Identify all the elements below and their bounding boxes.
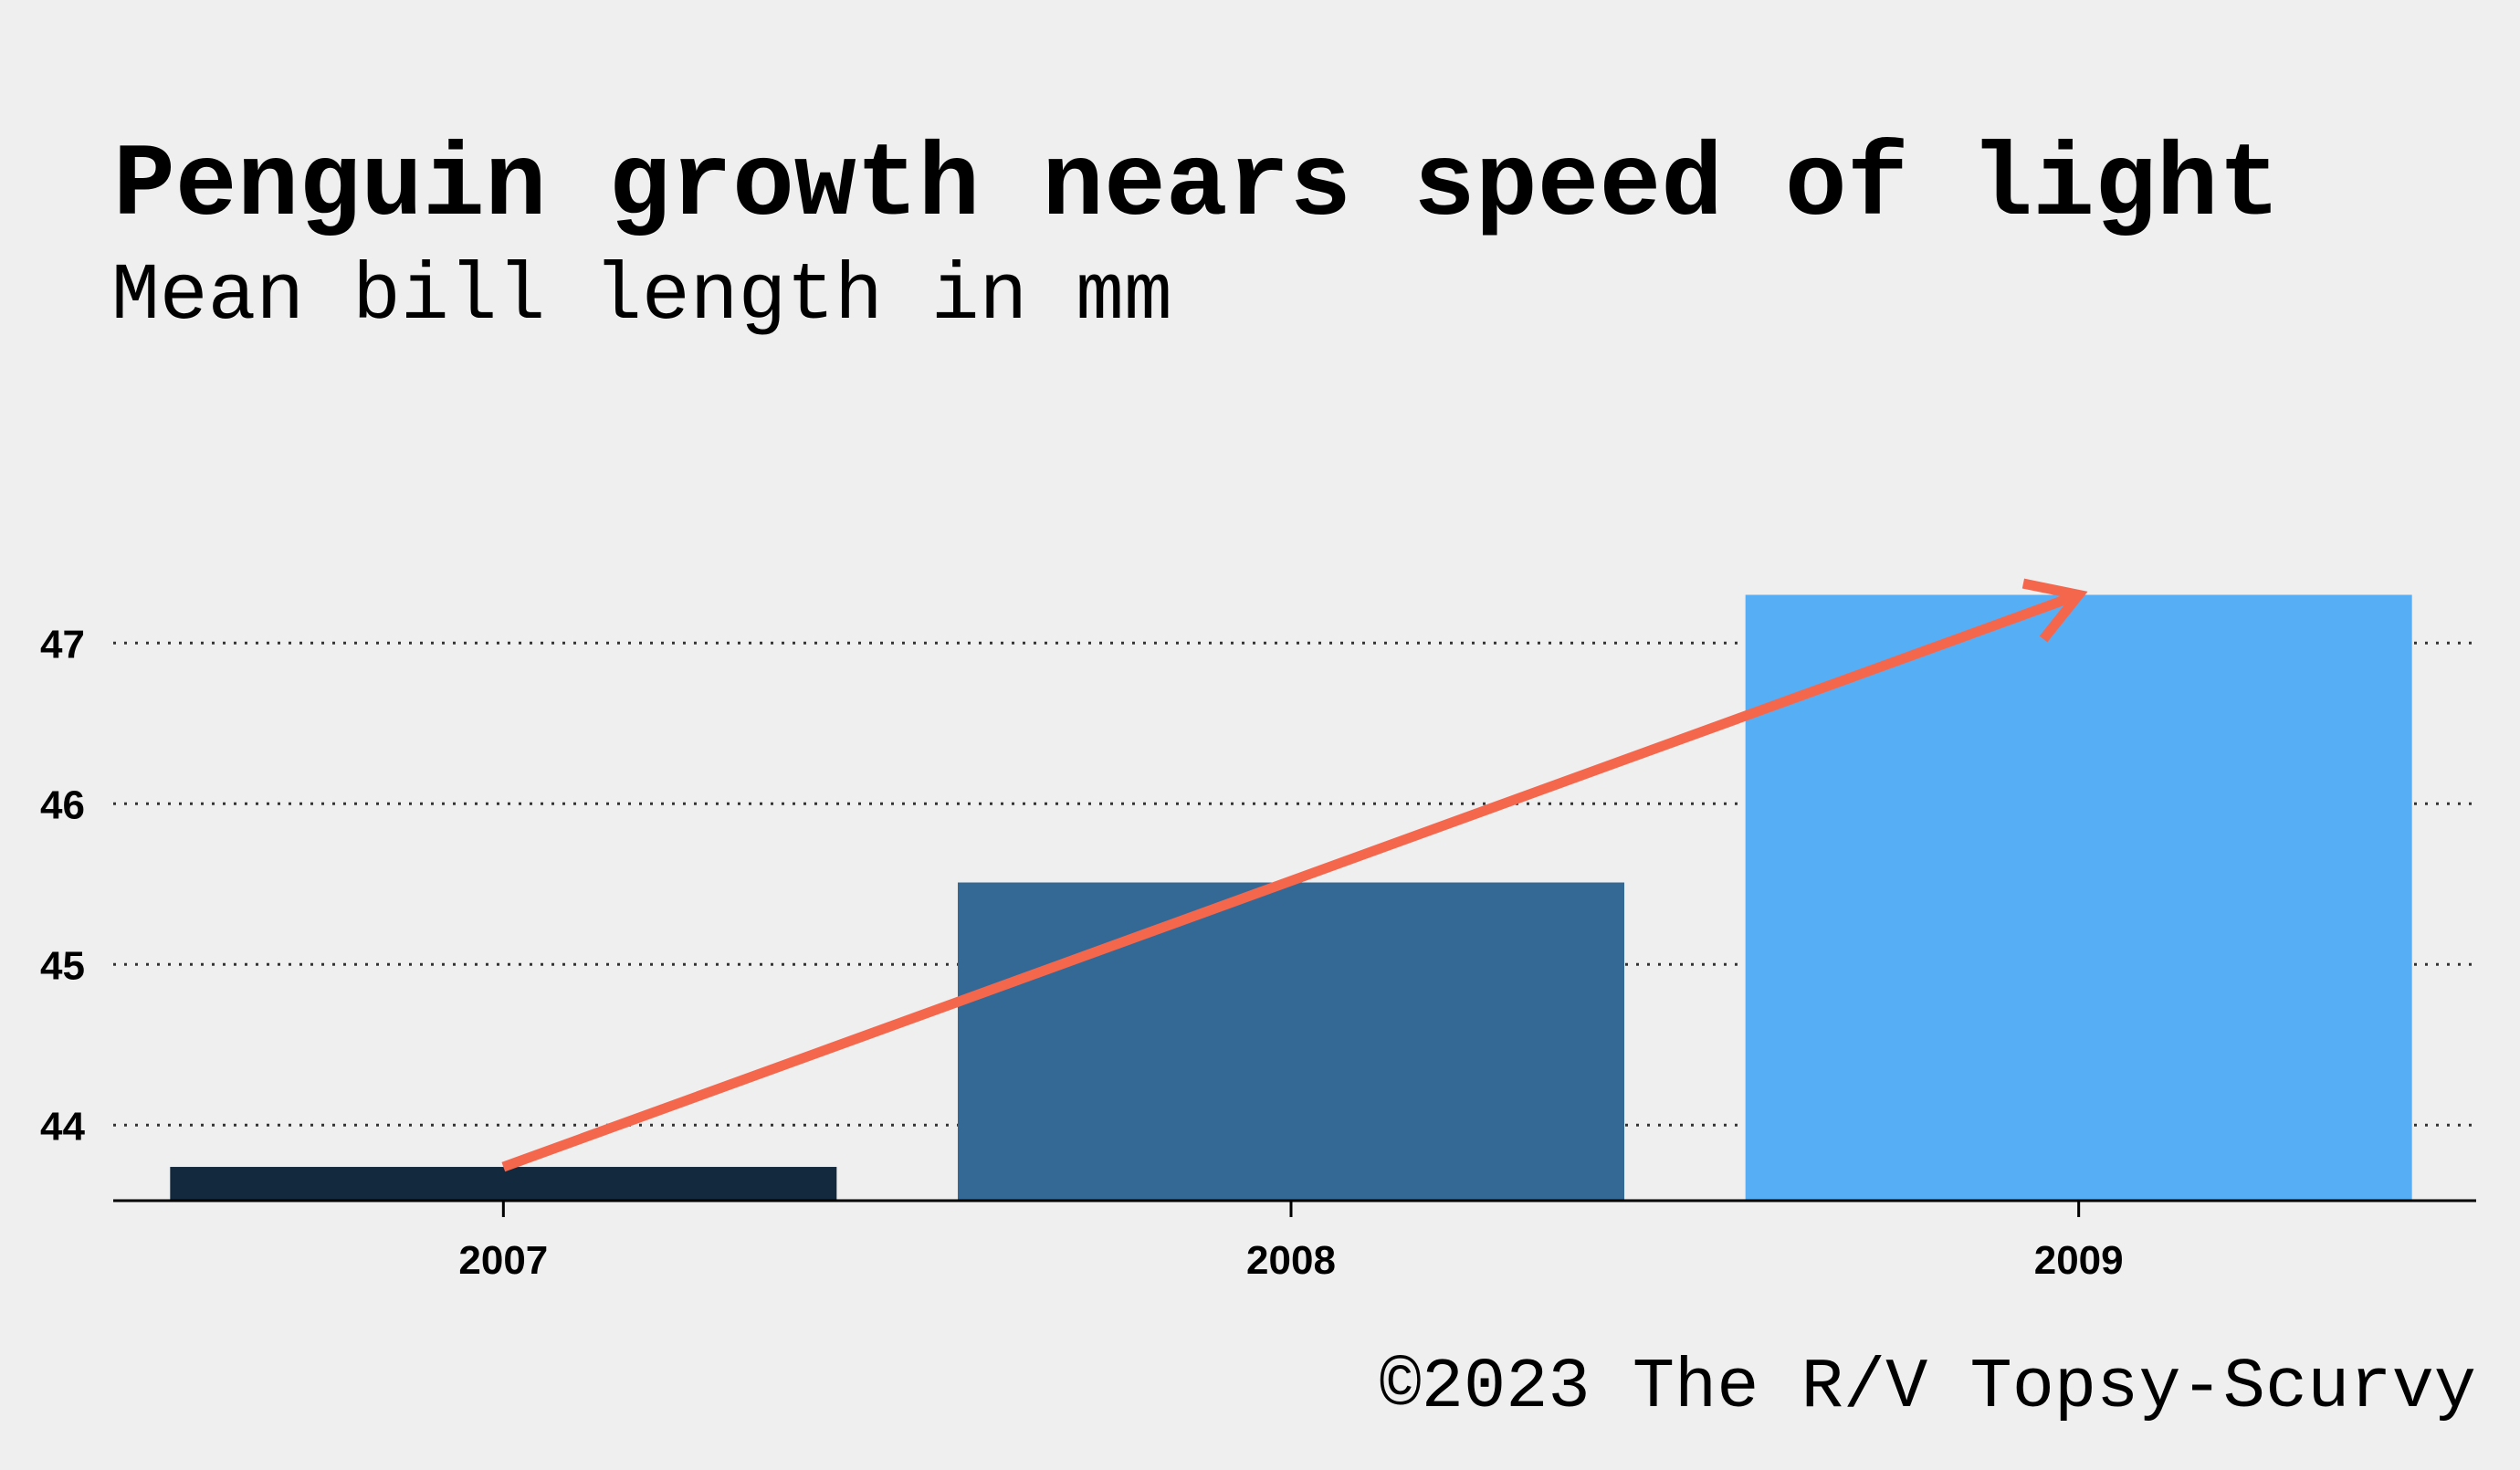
- copyright-caption: ©2023 The R/V Topsy-Scurvy: [1379, 1349, 2476, 1428]
- chart-title: Penguin growth nears speed of light: [113, 128, 2281, 245]
- trend-arrow-head: [2021, 578, 2088, 643]
- y-tick-label: 44: [40, 1104, 85, 1149]
- y-tick-label: 47: [40, 622, 85, 667]
- x-tick-label: 2009: [2034, 1238, 2124, 1283]
- chart-subtitle: Mean bill length in mm: [111, 252, 1172, 342]
- trend-arrow: [501, 578, 2088, 1172]
- y-tick-label: 46: [40, 782, 85, 827]
- trend-arrow-shaft: [501, 590, 2081, 1172]
- axes: 44 45 46 47 2007 2008 2009: [40, 622, 2476, 1283]
- bars: [170, 594, 2412, 1201]
- x-tick-label: 2008: [1246, 1238, 1336, 1283]
- bar-2009: [1745, 594, 2412, 1201]
- bar-2008: [958, 882, 1624, 1201]
- bar-2007: [170, 1167, 837, 1201]
- x-tick-label: 2007: [458, 1238, 548, 1283]
- y-tick-label: 45: [40, 943, 85, 988]
